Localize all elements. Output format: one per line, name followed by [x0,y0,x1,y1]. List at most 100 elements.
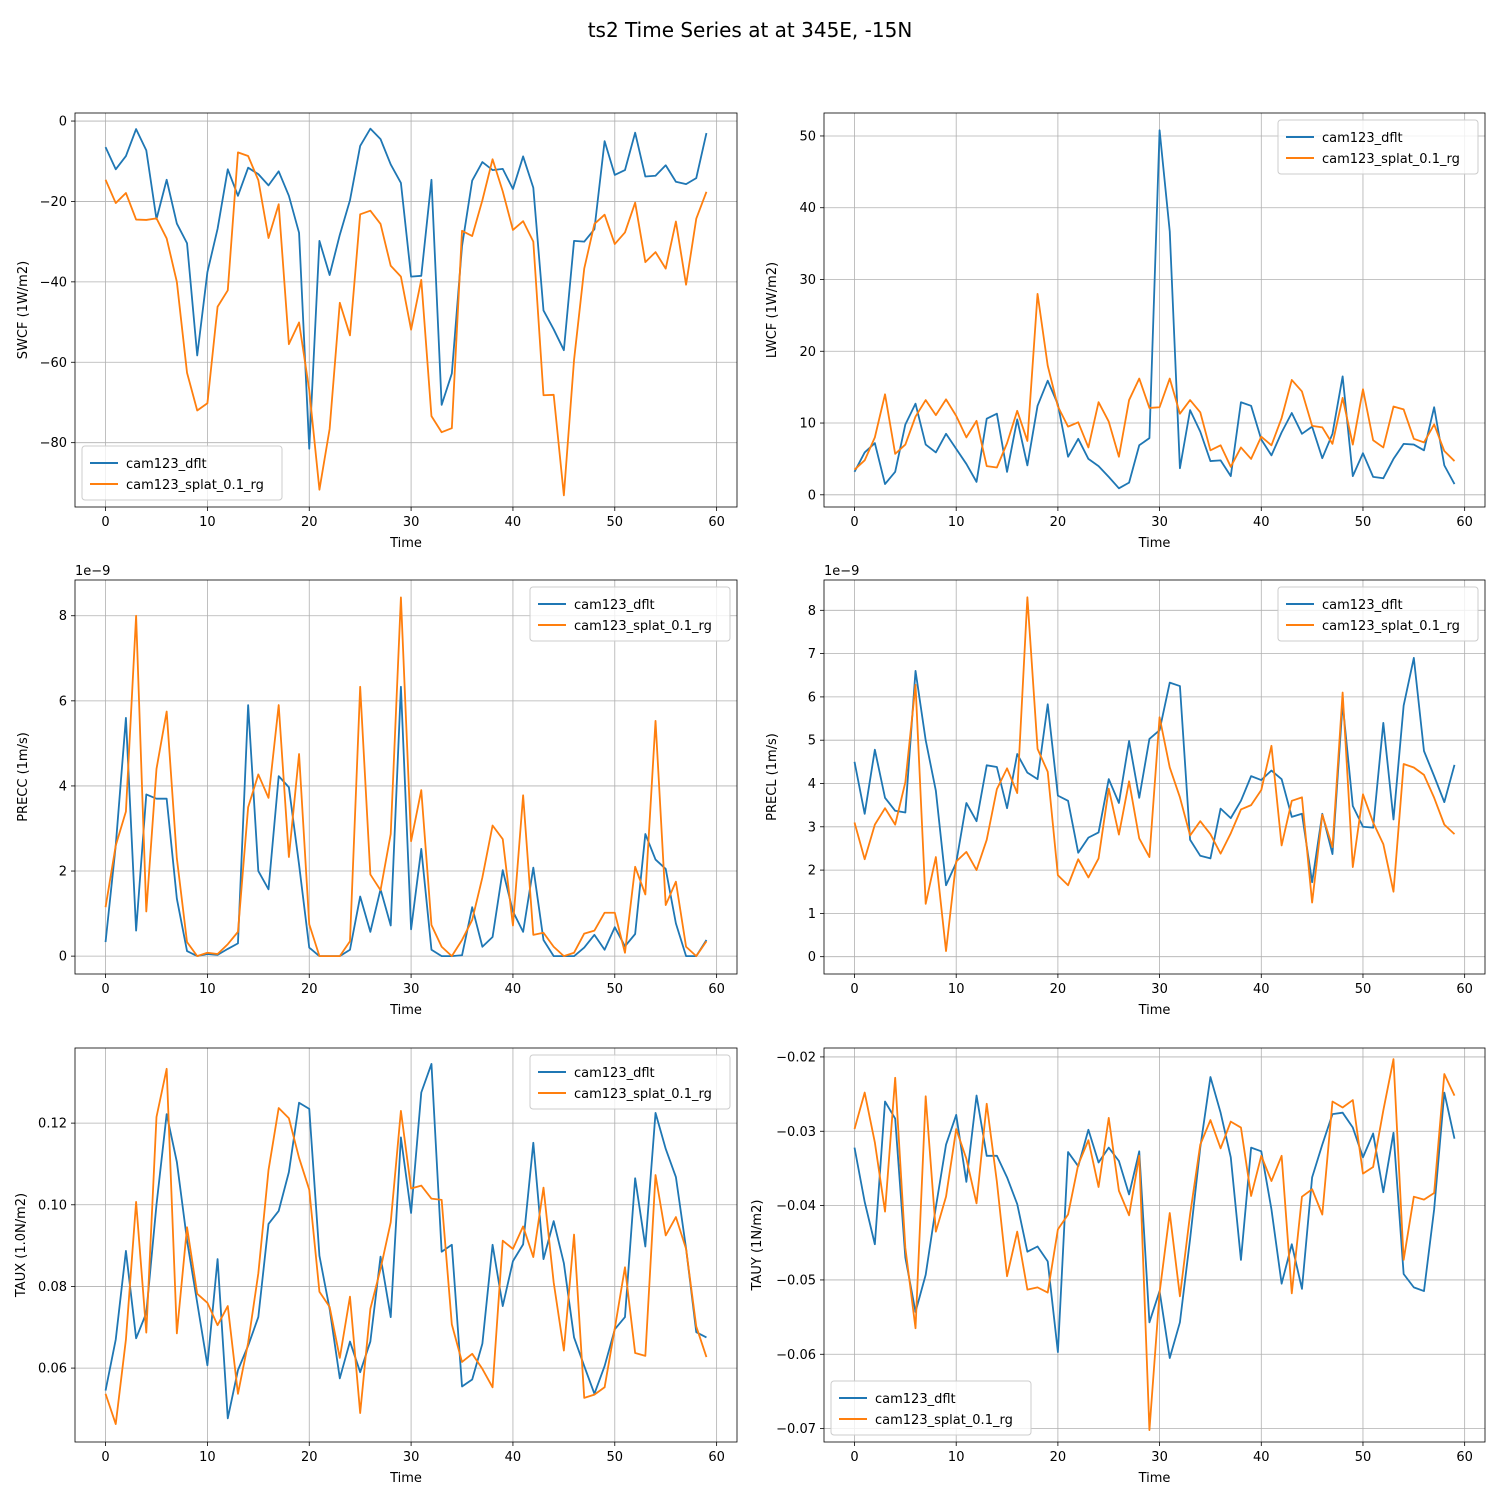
plot-frame [74,112,738,508]
y-tick-label: −80 [40,436,67,451]
y-tick-label: −60 [40,356,67,371]
x-tick-label: 50 [1355,1450,1372,1465]
x-tick-label: 10 [199,1450,216,1465]
y-tick-label: 1 [808,907,816,922]
x-tick-label: 20 [301,1450,318,1465]
x-axis-label: Time [389,1003,422,1018]
x-tick-label: 30 [1151,982,1168,997]
series-line-cam123-splat [104,1067,708,1425]
y-tick-label: −0.07 [776,1422,816,1437]
y-tick-label: 0.08 [38,1280,67,1295]
series-line-cam123-splat [853,1058,1456,1432]
x-tick-label: 10 [199,515,216,530]
x-tick-label: 10 [948,982,965,997]
chart-precc: 0 10 20 30 40 50 60 0 2 4 6 8 Time PRECC (1m/s) 1e−9 ca… [16,564,738,1018]
legend-box [1277,586,1479,642]
x-tick-label: 20 [301,515,318,530]
x-tick-label: 40 [1253,1450,1270,1465]
x-tick-label: 0 [850,982,858,997]
legend-entry: cam123_splat_0.1_rg [126,478,264,493]
y-tick-label: 0.06 [38,1362,67,1377]
y-tick-label: 2 [59,865,67,880]
x-tick-label: 40 [505,515,522,530]
legend-entry: cam123_dflt [1322,598,1403,613]
series-line-cam123-splat [104,596,708,958]
chart-precl: 0 10 20 30 40 50 60 0 1 2 3 4 5 6 7 8 Time PRECL (1m/s) 1e… [765,564,1486,1018]
legend: cam123_dflt cam123_splat_0.1_rg [529,1054,731,1110]
y-tick-label: −0.04 [776,1199,816,1214]
x-axis-label: Time [1138,536,1171,551]
y-tick-label: 4 [808,777,816,792]
y-tick-label: 8 [59,609,67,624]
x-tick-label: 30 [1151,515,1168,530]
x-tick-label: 30 [403,1450,420,1465]
legend: cam123_dflt cam123_splat_0.1_rg [1277,119,1479,175]
series-line-cam123-splat [853,596,1456,952]
plot-frame [74,1047,738,1443]
x-tick-label: 0 [850,1450,858,1465]
figure-title: ts2 Time Series at at 345E, -15N [588,18,913,42]
series-line-cam123-dflt [104,685,708,958]
chart-tauy: 0 10 20 30 40 50 60 −0.07 −0.06 −0.05 −0.04 −0.03 −0… [750,1047,1486,1486]
y-tick-label: −0.06 [776,1348,816,1363]
legend-box [529,586,731,642]
y-tick-label: 2 [808,864,816,879]
x-tick-label: 20 [1050,1450,1067,1465]
x-tick-label: 30 [1151,1450,1168,1465]
plot-frame [74,579,738,975]
y-scale-offset-label: 1e−9 [824,564,859,579]
x-axis-label: Time [389,1471,422,1486]
y-tick-label: −0.03 [776,1125,816,1140]
x-axis-label: Time [389,536,422,551]
x-tick-label: 60 [1456,982,1473,997]
y-axis-label: LWCF (1W/m2) [765,262,780,358]
legend-entry: cam123_splat_0.1_rg [574,1087,712,1102]
series-line-cam123-dflt [104,1063,707,1420]
y-tick-label: 30 [799,273,816,288]
x-tick-label: 10 [948,515,965,530]
y-tick-label: 4 [59,779,67,794]
legend-entry: cam123_dflt [875,1392,956,1407]
y-tick-label: 0 [59,115,67,130]
y-tick-label: −20 [40,195,67,210]
y-tick-label: −0.05 [776,1273,816,1288]
y-tick-label: 0 [59,950,67,965]
legend-entry: cam123_dflt [1322,131,1403,146]
y-tick-label: 10 [799,417,816,432]
y-tick-label: 5 [808,734,816,749]
legend-box [529,1054,731,1110]
y-tick-label: 20 [799,345,816,360]
y-axis-label: PRECC (1m/s) [16,732,31,822]
series-line-cam123-splat [104,151,708,497]
x-tick-label: 60 [708,982,725,997]
y-tick-label: −40 [40,275,67,290]
legend-box [81,445,283,501]
y-tick-label: 0.10 [38,1198,67,1213]
legend-entry: cam123_splat_0.1_rg [574,619,712,634]
legend: cam123_dflt cam123_splat_0.1_rg [1277,586,1479,642]
chart-lwcf: 0 10 20 30 40 50 60 0 10 20 30 40 50 Time LWCF (1W/m2)… [765,112,1486,551]
y-tick-label: 0 [808,488,816,503]
legend-entry: cam123_dflt [574,598,655,613]
x-tick-label: 10 [948,1450,965,1465]
y-tick-label: 0.12 [38,1117,67,1132]
x-tick-label: 40 [1253,515,1270,530]
y-tick-label: 6 [808,690,816,705]
plot-frame [823,579,1486,975]
x-tick-label: 40 [1253,982,1270,997]
x-tick-label: 50 [607,982,624,997]
x-tick-label: 50 [607,515,624,530]
x-axis-label: Time [1138,1471,1171,1486]
x-tick-label: 60 [1456,515,1473,530]
x-tick-label: 20 [1050,982,1067,997]
legend: cam123_dflt cam123_splat_0.1_rg [529,586,731,642]
legend-entry: cam123_dflt [126,457,207,472]
x-tick-label: 60 [708,515,725,530]
x-tick-label: 0 [850,515,858,530]
y-tick-label: 3 [808,820,816,835]
plot-frame [823,1047,1486,1443]
x-tick-label: 50 [1355,515,1372,530]
x-tick-label: 0 [101,515,109,530]
legend-entry: cam123_splat_0.1_rg [1322,152,1460,167]
series-line-cam123-dflt [104,127,708,450]
